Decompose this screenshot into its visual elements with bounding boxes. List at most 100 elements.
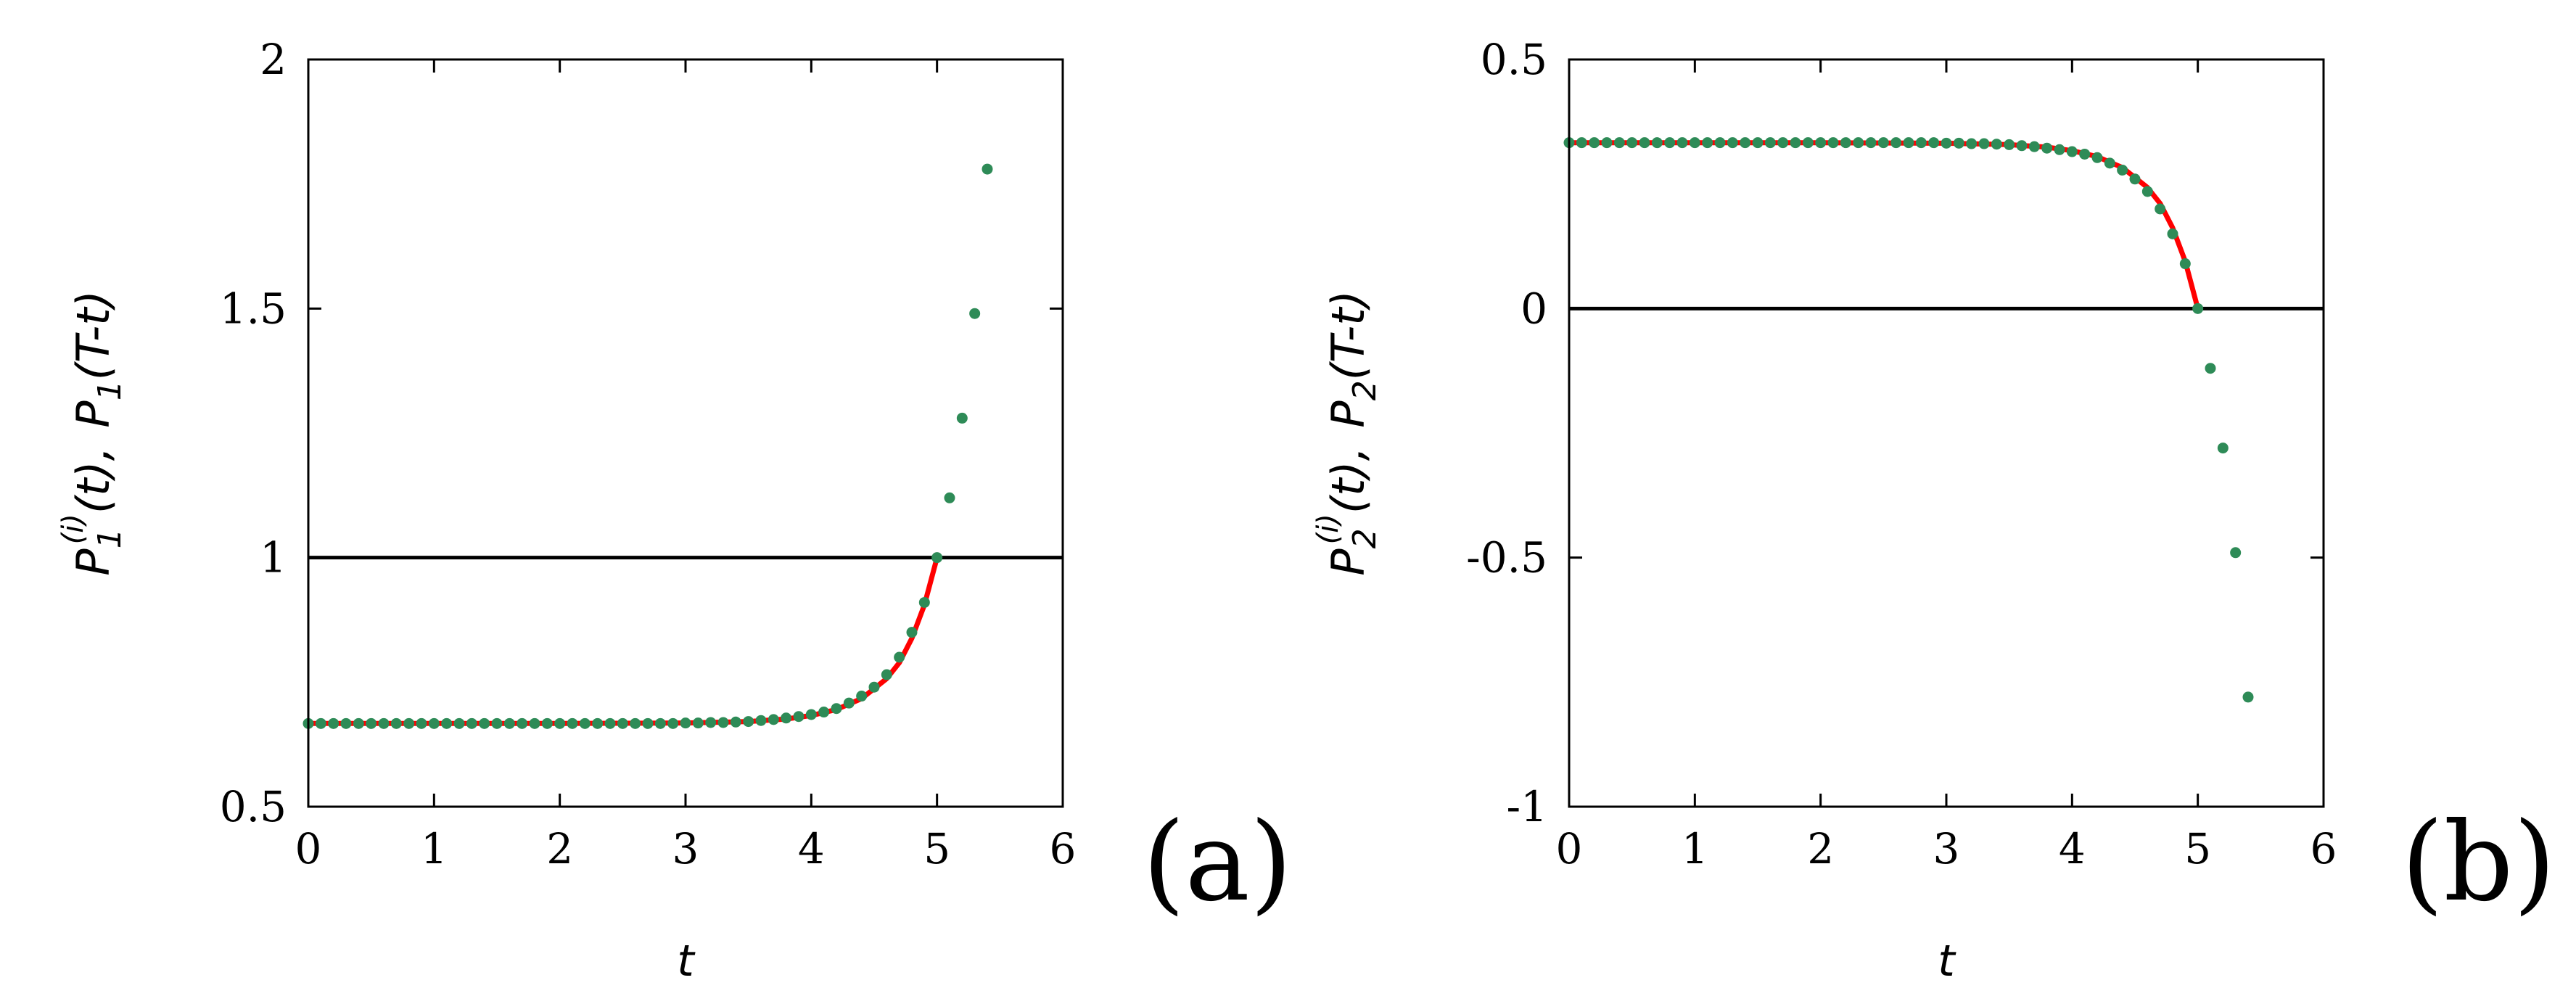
data-point xyxy=(517,717,528,729)
data-point xyxy=(818,707,830,718)
data-point xyxy=(717,717,729,728)
data-point xyxy=(503,717,515,729)
data-point xyxy=(705,717,717,728)
data-point xyxy=(868,681,880,693)
data-point xyxy=(1676,137,1688,149)
data-point xyxy=(529,717,540,729)
data-point xyxy=(781,712,792,724)
data-point xyxy=(1752,137,1764,149)
data-point xyxy=(592,717,604,729)
y-axis-label: P2(i)(t),P2(T-t) xyxy=(1312,290,1383,576)
data-point xyxy=(1941,137,1952,149)
x-tick-label: 0 xyxy=(295,824,322,873)
data-point xyxy=(1740,137,1751,149)
data-point xyxy=(654,717,666,729)
x-tick-label: 6 xyxy=(2310,824,2337,873)
data-point xyxy=(2192,303,2204,314)
panel-label-b: (b) xyxy=(2401,799,2556,926)
data-point xyxy=(428,717,440,729)
x-tick-label: 4 xyxy=(798,824,825,873)
data-point xyxy=(2117,164,2128,176)
data-point xyxy=(315,717,326,729)
x-tick-label: 2 xyxy=(546,824,573,873)
data-point xyxy=(1589,137,1600,149)
data-point xyxy=(2004,139,2015,150)
data-point xyxy=(604,717,616,729)
data-point xyxy=(1827,137,1839,149)
data-point xyxy=(755,715,767,726)
data-point xyxy=(956,412,968,424)
series-curve xyxy=(1566,140,2201,311)
data-point xyxy=(969,308,981,319)
data-point xyxy=(894,651,905,663)
data-point xyxy=(1702,137,1713,149)
data-point xyxy=(491,717,503,729)
x-tick-label: 3 xyxy=(672,824,699,873)
data-point xyxy=(1853,137,1864,149)
x-axis-label: t xyxy=(677,936,696,987)
data-point xyxy=(1802,137,1814,149)
data-point xyxy=(1815,137,1827,149)
x-tick-label: 0 xyxy=(1556,824,1583,873)
data-point xyxy=(390,717,402,729)
data-point xyxy=(2079,148,2091,160)
y-tick-label: 1 xyxy=(260,533,287,583)
data-point xyxy=(579,717,590,729)
data-point xyxy=(1928,137,1940,149)
y-tick-label: 1.5 xyxy=(220,284,287,333)
data-point xyxy=(2129,173,2141,185)
x-tick-label: 2 xyxy=(1807,824,1834,873)
panel-label-a: (a) xyxy=(1143,799,1292,926)
data-point xyxy=(541,717,553,729)
data-point xyxy=(680,717,691,729)
x-tick-label: 6 xyxy=(1050,824,1077,873)
data-point xyxy=(730,716,741,728)
data-point xyxy=(1777,137,1789,149)
data-point xyxy=(2028,141,2040,152)
y-axis-label: P1(i)(t),P1(T-t) xyxy=(57,290,128,576)
data-point xyxy=(692,717,704,729)
x-tick-label: 3 xyxy=(1933,824,1960,873)
data-point xyxy=(944,492,955,503)
data-point xyxy=(1953,137,1964,149)
data-point xyxy=(479,717,490,729)
data-point xyxy=(918,596,930,608)
data-point xyxy=(353,717,364,729)
data-point xyxy=(843,697,855,709)
data-point xyxy=(2167,228,2178,239)
x-tick-label: 1 xyxy=(421,824,448,873)
data-point xyxy=(366,717,377,729)
data-point xyxy=(1601,137,1613,149)
data-point xyxy=(2141,186,2153,197)
data-point xyxy=(1626,137,1638,149)
plot-frame xyxy=(1568,58,2325,808)
chart-panel-b: 0 1 2 3 4 5 6 -1 -0.5 0 0.5 t P2(i)(t),P2(T-t) (b) xyxy=(1312,35,2556,987)
data-point xyxy=(2155,203,2166,215)
x-tick-label: 5 xyxy=(923,824,950,873)
data-point xyxy=(805,709,817,720)
data-point xyxy=(1764,137,1776,149)
y-tick-label: 2 xyxy=(260,35,287,84)
x-tick-label: 1 xyxy=(1682,824,1708,873)
x-tick-label: 4 xyxy=(2059,824,2086,873)
data-point xyxy=(617,717,628,729)
data-point xyxy=(567,717,578,729)
data-point xyxy=(1576,137,1587,149)
data-point xyxy=(831,703,842,715)
data-point xyxy=(441,717,453,729)
data-point xyxy=(1664,137,1676,149)
x-tick-label: 5 xyxy=(2184,824,2211,873)
y-tick-label: -1 xyxy=(1507,782,1548,831)
y-tick-label: 0.5 xyxy=(1481,35,1547,84)
data-point xyxy=(667,717,679,729)
data-point xyxy=(1840,137,1851,149)
data-point xyxy=(1651,137,1663,149)
data-point xyxy=(1877,137,1889,149)
data-point xyxy=(2041,142,2053,154)
data-point xyxy=(1915,137,1927,149)
data-point xyxy=(793,711,805,723)
data-point xyxy=(466,717,477,729)
data-point xyxy=(1790,137,1801,149)
data-point xyxy=(1890,137,1902,149)
